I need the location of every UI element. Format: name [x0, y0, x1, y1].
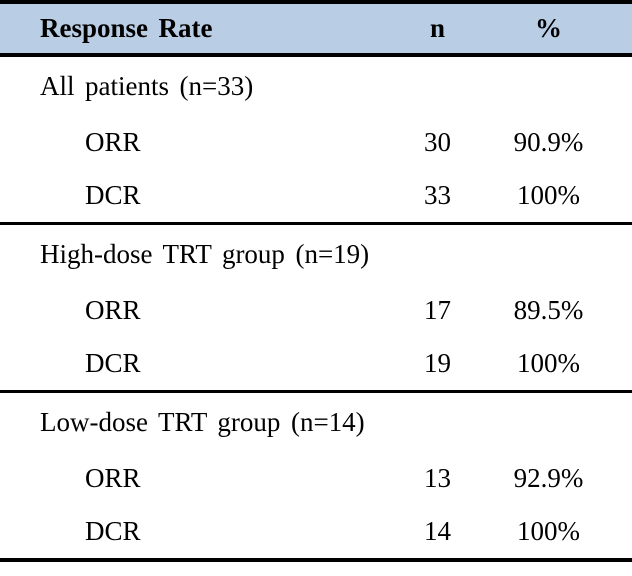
cell-percent: 100% [517, 180, 580, 210]
group-row: High-dose TRT group (n=19) [0, 225, 632, 284]
table-row: ORR 30 90.9% [0, 116, 632, 169]
group-label: High-dose TRT group (n=19) [40, 239, 370, 269]
group-label: All patients (n=33) [40, 71, 254, 101]
cell-n: 13 [424, 463, 451, 493]
cell-n: 17 [424, 295, 451, 325]
cell-percent: 90.9% [513, 127, 584, 157]
cell-n: 30 [424, 127, 451, 157]
cell-n: 14 [424, 516, 451, 546]
row-label: DCR [85, 180, 141, 210]
row-label: DCR [85, 516, 141, 546]
row-label: DCR [85, 348, 141, 378]
response-rate-table: Response Rate n % All patients (n=33) OR… [0, 0, 632, 562]
group-row: All patients (n=33) [0, 57, 632, 116]
cell-percent: 100% [517, 348, 580, 378]
table-row: ORR 13 92.9% [0, 452, 632, 505]
section-all-patients: All patients (n=33) ORR 30 90.9% DCR 33 … [0, 57, 632, 225]
section-high-dose: High-dose TRT group (n=19) ORR 17 89.5% … [0, 225, 632, 393]
table-row: DCR 19 100% [0, 337, 632, 390]
cell-percent: 92.9% [513, 463, 584, 493]
row-label: ORR [85, 127, 141, 157]
table-row: DCR 33 100% [0, 169, 632, 222]
row-label: ORR [85, 463, 141, 493]
table-header-row: Response Rate n % [0, 4, 632, 57]
table-row: ORR 17 89.5% [0, 284, 632, 337]
cell-percent: 89.5% [513, 295, 584, 325]
section-low-dose: Low-dose TRT group (n=14) ORR 13 92.9% D… [0, 393, 632, 558]
group-label: Low-dose TRT group (n=14) [40, 407, 365, 437]
cell-n: 33 [424, 180, 451, 210]
header-response-rate: Response Rate [40, 13, 213, 43]
header-n: n [429, 13, 446, 43]
header-percent: % [535, 13, 562, 43]
table-row: DCR 14 100% [0, 505, 632, 558]
cell-percent: 100% [517, 516, 580, 546]
row-label: ORR [85, 295, 141, 325]
cell-n: 19 [424, 348, 451, 378]
group-row: Low-dose TRT group (n=14) [0, 393, 632, 452]
